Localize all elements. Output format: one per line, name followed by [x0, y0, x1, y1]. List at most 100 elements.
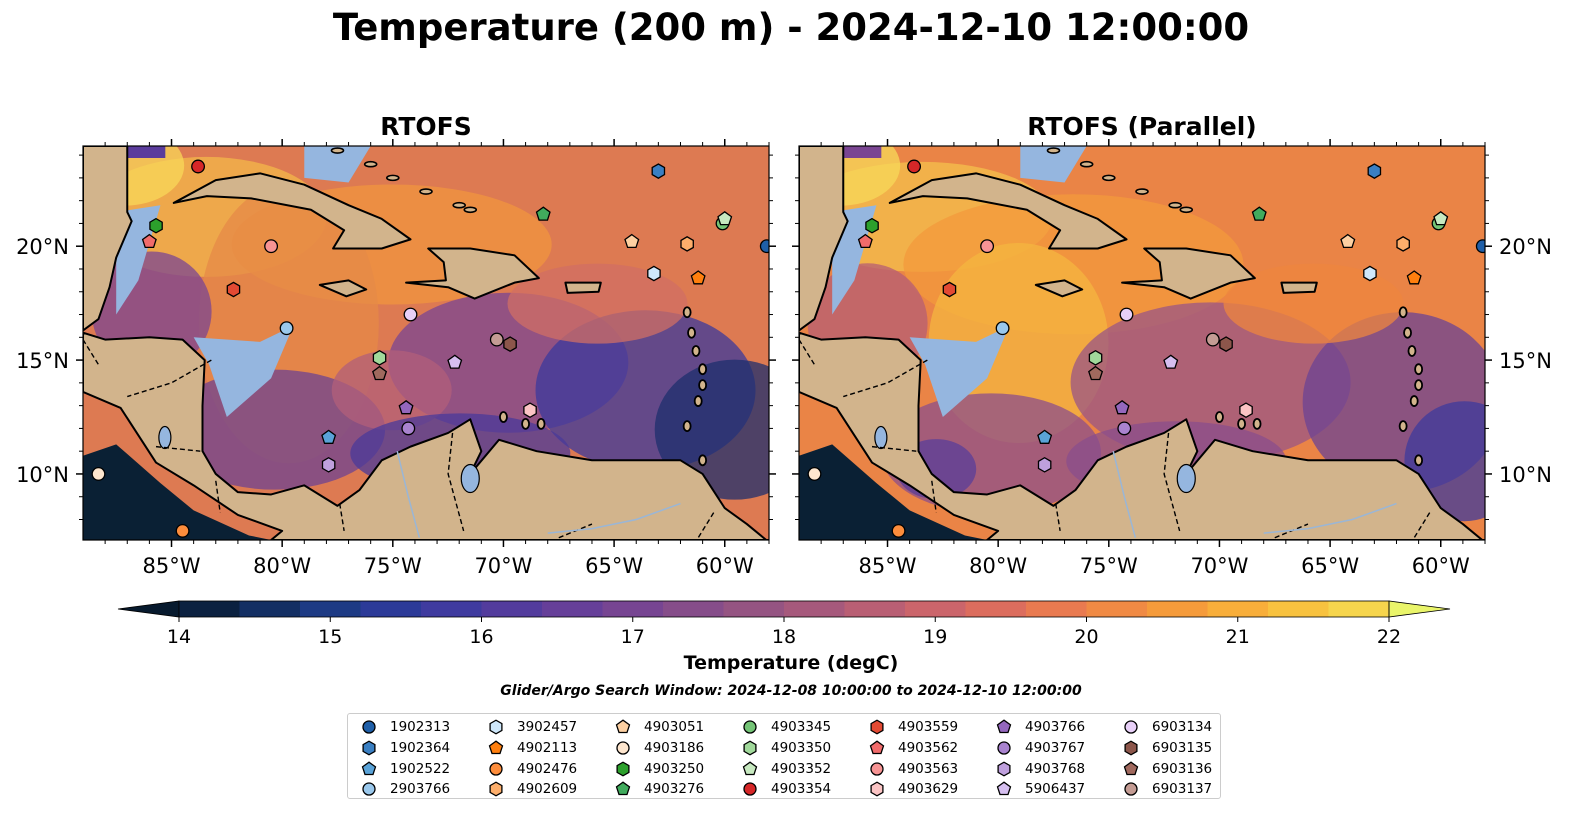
float-marker-4903768 — [321, 456, 336, 473]
small-island — [1407, 345, 1417, 357]
legend-label: 1902313 — [390, 719, 451, 736]
lake-maracaibo — [1176, 463, 1196, 494]
pentagon-marker-icon — [615, 719, 631, 734]
small-island — [1215, 411, 1224, 423]
legend-item: 4903350 — [741, 738, 831, 759]
float-marker-3902457 — [1363, 265, 1377, 282]
colorbar-swatch — [663, 601, 724, 617]
legend-marker — [870, 719, 884, 735]
float-marker-3902457 — [647, 265, 661, 282]
legend-item: 4903562 — [868, 738, 958, 759]
legend-label: 4902476 — [517, 760, 578, 777]
circle-marker-icon — [489, 762, 503, 776]
legend-marker — [869, 740, 885, 755]
legend-label: 6903135 — [1152, 740, 1213, 757]
float-marker-4902476 — [175, 523, 190, 538]
legend-item: 5906437 — [995, 779, 1085, 800]
lake-maracaibo — [460, 463, 480, 494]
pentagon-marker-icon — [361, 761, 377, 775]
legend-item: 1902313 — [360, 717, 450, 738]
legend-item: 4903766 — [995, 717, 1085, 738]
shelf-nicaragua — [193, 325, 294, 418]
country-border — [1055, 503, 1061, 532]
legend-label: 4902609 — [517, 781, 578, 798]
float-marker-4903559 — [226, 281, 241, 298]
pentagon-marker-icon — [996, 781, 1012, 796]
legend-label: 4903186 — [644, 740, 705, 757]
small-island — [1414, 379, 1424, 392]
panel-title-rtofs-parallel: RTOFS (Parallel) — [1027, 112, 1257, 141]
country-border — [799, 339, 816, 366]
legend-marker — [1124, 740, 1138, 756]
small-island — [521, 417, 530, 430]
small-island — [687, 326, 696, 339]
bahamas-island — [1135, 188, 1149, 195]
country-border — [447, 432, 465, 532]
lon-tick-label: 65°W — [1301, 554, 1359, 578]
lat-tick-label: 10°N — [1499, 463, 1552, 487]
small-island — [1398, 420, 1408, 433]
legend-item: 4902476 — [487, 758, 577, 779]
small-island — [1403, 326, 1412, 339]
map-panels: 85°W 80°W 75°W 70°W 65°W 60°W 20°N 15°N 10°N 85°… — [16, 139, 1552, 578]
float-marker-4903563 — [264, 239, 279, 254]
legend-marker — [743, 740, 757, 756]
legend-marker — [996, 781, 1012, 796]
hexagon-marker-icon — [870, 781, 884, 797]
small-island — [1398, 306, 1408, 319]
legend-label: 4903559 — [898, 719, 959, 736]
legend-item: 6903137 — [1122, 779, 1212, 800]
lon-tick-label: 70°W — [474, 554, 532, 578]
legend-label: 4903350 — [771, 740, 832, 757]
legend-marker — [870, 762, 884, 776]
cuba — [888, 172, 1128, 250]
float-marker-6903134 — [403, 307, 418, 322]
cuba — [172, 172, 412, 250]
legend-label: 4903767 — [1025, 740, 1086, 757]
float-marker-5906437 — [1163, 354, 1179, 369]
float-marker-4903354 — [191, 159, 206, 174]
colorbar-swatch — [1086, 601, 1148, 617]
circle-marker-icon — [1124, 720, 1138, 734]
float-marker-4903250 — [865, 217, 879, 234]
bahamas-island — [1102, 174, 1116, 182]
legend-label: 5906437 — [1025, 781, 1086, 798]
yucatan — [799, 146, 849, 332]
float-marker-1902364 — [651, 163, 666, 179]
colorbar-swatch — [1147, 601, 1208, 617]
bahamas-island — [463, 206, 478, 214]
river — [547, 502, 681, 534]
river — [396, 451, 421, 538]
legend-label: 4903345 — [771, 719, 832, 736]
bahamas-island — [363, 160, 378, 168]
legend-item: 4903559 — [868, 717, 958, 738]
legend-column: 4903345 4903350 4903352 4903354 — [741, 717, 831, 800]
float-marker-6903137 — [489, 332, 504, 347]
legend-marker — [616, 761, 630, 777]
legend-item: 4903051 — [614, 717, 704, 738]
legend-column: 4903559 4903562 4903563 4903629 — [868, 717, 958, 800]
legend-label: 4902113 — [517, 740, 578, 757]
float-marker-4902476 — [891, 523, 906, 538]
float-marker-4903276 — [1251, 206, 1267, 221]
colorbar-tick-label: 16 — [469, 626, 493, 648]
legend-marker — [489, 781, 503, 797]
colorbar-swatch — [965, 601, 1027, 617]
float-marker-4903629 — [1239, 402, 1253, 419]
colorbar-tick-label: 22 — [1377, 626, 1401, 648]
legend-marker — [489, 719, 503, 735]
float-marker-5906437 — [447, 354, 463, 369]
hexagon-marker-icon — [1124, 740, 1138, 756]
float-marker-6903136 — [372, 365, 388, 381]
lat-tick-label: 10°N — [16, 463, 69, 487]
bahamas-island — [1046, 147, 1061, 154]
colorbar-swatch — [1268, 601, 1329, 617]
legend-item: 4903629 — [868, 779, 958, 800]
country-border — [1413, 512, 1431, 539]
temperature-anomaly — [1070, 302, 1351, 463]
colorbar: 14 15 16 17 18 19 20 21 22 — [117, 600, 1451, 648]
legend-item: 1902364 — [360, 738, 450, 759]
legend-label: 1902522 — [390, 760, 451, 777]
small-island — [1237, 417, 1246, 430]
float-marker-1902364 — [1367, 163, 1382, 179]
